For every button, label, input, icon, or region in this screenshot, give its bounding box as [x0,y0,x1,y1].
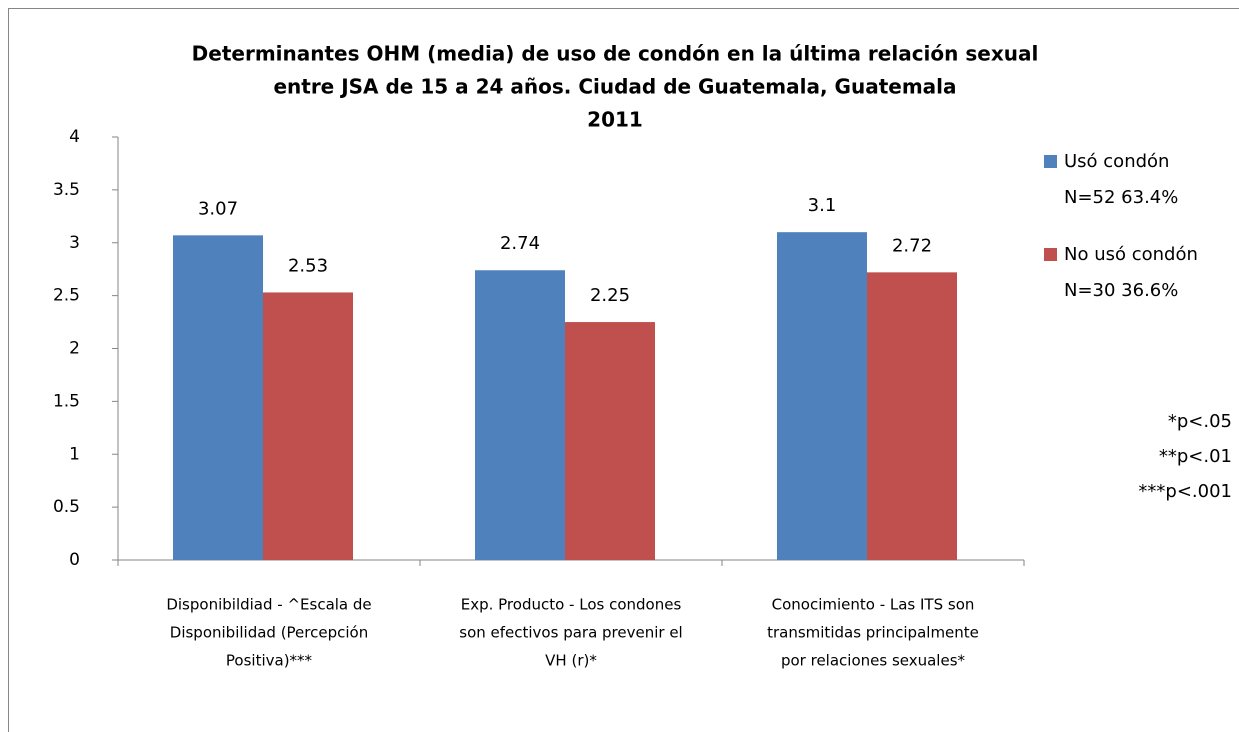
x-tick-label: por relaciones sexuales* [781,652,966,670]
x-tick-label: Conocimiento - Las ITS son [772,596,975,614]
data-label: 2.25 [590,285,630,306]
chart-title: Determinantes OHM (media) de uso de cond… [192,42,1039,66]
data-label: 2.72 [892,235,932,256]
y-tick-label: 4 [69,127,80,147]
y-tick-label: 0 [69,550,80,570]
y-tick-label: 2 [69,339,80,359]
data-label: 2.74 [500,233,540,254]
bar [475,270,565,560]
legend-label: N=52 63.4% [1064,187,1178,208]
annotation: ***p<.001 [1138,481,1232,502]
legend-label: Usó condón [1064,151,1169,172]
x-tick-label: son efectivos para prevenir el [459,624,682,642]
bar [777,232,867,561]
annotation: *p<.05 [1168,411,1232,432]
y-tick-label: 2.5 [53,286,80,306]
bar [565,322,655,560]
data-label: 3.07 [198,198,238,219]
x-tick-label: Exp. Producto - Los condones [461,596,682,614]
x-tick-label: Positiva)*** [226,652,313,670]
bar [867,272,957,560]
bar [173,235,263,560]
x-tick-label: Disponibilidad (Percepción [170,624,368,642]
y-tick-label: 1.5 [53,391,80,411]
chart-title: 2011 [587,108,643,132]
y-tick-label: 0.5 [53,497,80,517]
data-label: 2.53 [288,255,328,276]
x-tick-label: transmitidas principalmente [767,624,979,642]
legend-label: N=30 36.6% [1064,280,1178,301]
chart-title: entre JSA de 15 a 24 años. Ciudad de Gua… [273,75,956,99]
x-tick-label: Disponibildiad - ^Escala de [166,596,371,614]
legend-swatch [1044,155,1057,168]
legend-swatch [1044,248,1057,261]
data-label: 3.1 [808,195,837,216]
y-tick-label: 3 [69,233,80,253]
x-tick-label: VH (r)* [545,652,597,670]
y-tick-label: 3.5 [53,180,80,200]
y-tick-label: 1 [69,444,80,464]
legend-label: No usó condón [1064,244,1198,265]
bar [263,292,353,560]
annotation: **p<.01 [1159,446,1232,467]
